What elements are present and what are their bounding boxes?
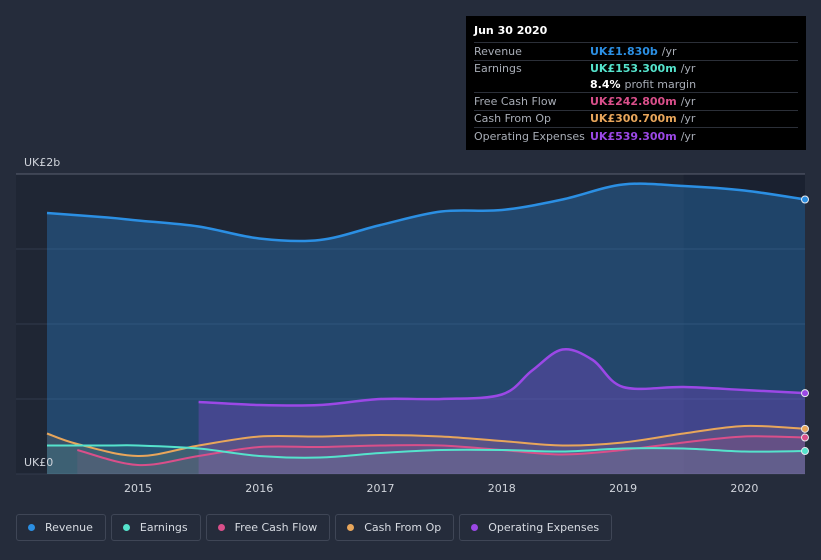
tooltip-unit: /yr <box>680 129 696 143</box>
chart-area: UK£2b UK£0 2015 2016 2017 2018 2019 2020 <box>16 156 809 495</box>
tooltip-value: UK£1.830b <box>590 44 658 58</box>
line-cash-from-op <box>46 424 806 458</box>
tooltip-row-fcf: Free Cash Flow UK£242.800m /yr <box>474 92 798 110</box>
tooltip-unit: /yr <box>680 112 696 126</box>
legend-item-free-cash-flow[interactable]: Free Cash Flow <box>205 514 331 541</box>
x-tick-label: 2017 <box>367 482 395 495</box>
y-tick-label: UK£0 <box>24 456 53 469</box>
x-tick-label: 2015 <box>124 482 152 495</box>
tooltip-unit: /yr <box>680 94 696 108</box>
y-tick-label: UK£2b <box>24 156 60 169</box>
legend-label: Cash From Op <box>364 521 442 534</box>
legend-dot-icon <box>471 524 479 531</box>
tooltip-unit: /yr <box>661 44 677 58</box>
endpoint-earnings <box>801 447 809 456</box>
area-earnings <box>47 445 805 474</box>
tooltip-label: Revenue <box>474 44 522 58</box>
x-tick-label: 2020 <box>730 482 758 495</box>
line-operating-expenses <box>198 347 806 407</box>
legend-label: Revenue <box>45 521 93 534</box>
legend-dot-icon <box>347 524 355 531</box>
legend-item-operating-expenses[interactable]: Operating Expenses <box>459 514 613 541</box>
legend-item-earnings[interactable]: Earnings <box>110 514 201 541</box>
tooltip-label: Cash From Op <box>474 112 552 126</box>
endpoint-free-cash-flow <box>801 433 809 442</box>
legend: Revenue Earnings Free Cash Flow Cash Fro… <box>16 514 613 541</box>
area-free-cash-flow <box>77 436 805 474</box>
legend-item-revenue[interactable]: Revenue <box>16 514 106 541</box>
line-revenue <box>46 182 806 243</box>
tooltip-value: UK£539.300m <box>590 129 677 143</box>
tooltip-label: Earnings <box>474 62 522 76</box>
tooltip-label: Free Cash Flow <box>474 94 557 108</box>
x-tick-label: 2018 <box>488 482 516 495</box>
tooltip-row-margin: 8.4% profit margin <box>474 77 798 92</box>
profit-margin-label: profit margin <box>624 78 697 91</box>
x-tick-label: 2019 <box>609 482 637 495</box>
line-earnings <box>46 444 806 459</box>
legend-dot-icon <box>28 524 35 531</box>
legend-label: Free Cash Flow <box>234 521 318 534</box>
tooltip-row-cfo: Cash From Op UK£300.700m /yr <box>474 109 798 128</box>
tooltip-label: Operating Expenses <box>474 129 585 143</box>
area-operating-expenses <box>198 349 806 474</box>
endpoint-cash-from-op <box>801 424 809 433</box>
x-tick-label: 2016 <box>245 482 273 495</box>
line-free-cash-flow <box>77 435 806 467</box>
tooltip-unit: /yr <box>680 62 696 76</box>
tooltip: Jun 30 2020 Revenue UK£1.830b /yr Earnin… <box>466 16 806 150</box>
tooltip-value: UK£242.800m <box>590 94 677 108</box>
legend-item-cash-from-op[interactable]: Cash From Op <box>335 514 455 541</box>
area-revenue <box>47 183 805 474</box>
tooltip-row-revenue: Revenue UK£1.830b /yr <box>474 42 798 60</box>
legend-label: Earnings <box>139 521 188 534</box>
tooltip-row-opex: Operating Expenses UK£539.300m /yr <box>474 127 798 145</box>
legend-dot-icon <box>217 524 225 531</box>
endpoint-revenue <box>801 195 809 204</box>
profit-margin-value: 8.4% <box>590 78 621 91</box>
legend-label: Operating Expenses <box>488 521 600 534</box>
tooltip-value: UK£153.300m <box>590 62 677 76</box>
tooltip-date: Jun 30 2020 <box>474 24 548 37</box>
endpoint-operating-expenses <box>801 389 809 398</box>
tooltip-row-earnings: Earnings UK£153.300m /yr <box>474 59 798 78</box>
tooltip-value: UK£300.700m <box>590 112 677 126</box>
legend-dot-icon <box>122 524 130 531</box>
